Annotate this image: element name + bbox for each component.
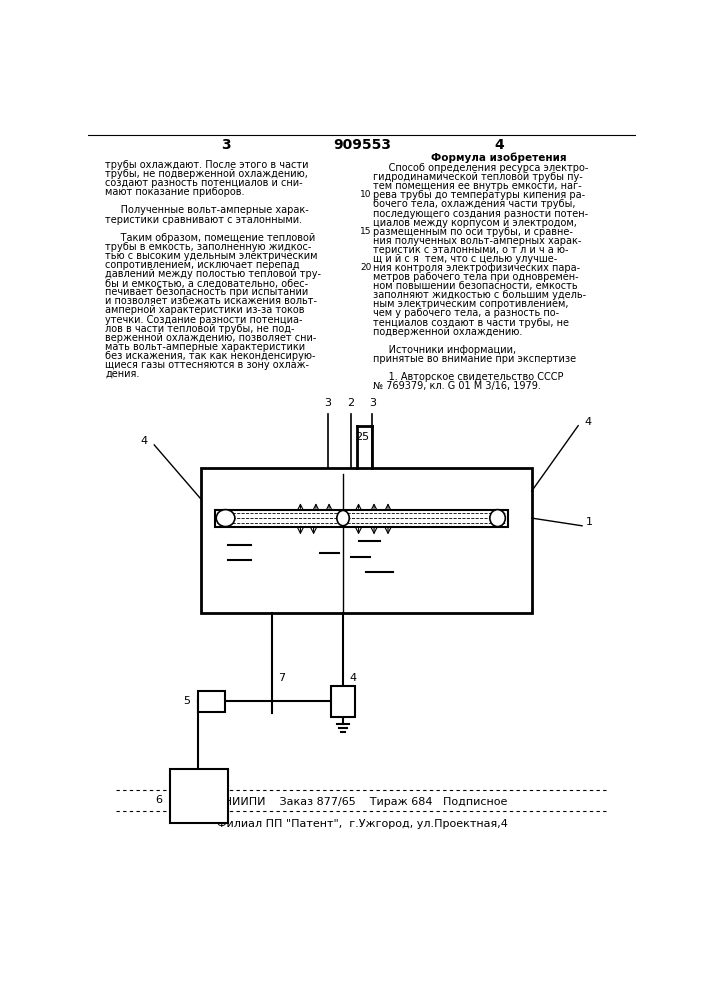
Text: ния полученных вольт-амперных харак-: ния полученных вольт-амперных харак- — [373, 236, 581, 246]
Ellipse shape — [216, 510, 235, 527]
Text: размещенным по оси трубы, и сравне-: размещенным по оси трубы, и сравне- — [373, 227, 573, 237]
Bar — [215, 510, 508, 527]
Text: верженной охлаждению, позволяет сни-: верженной охлаждению, позволяет сни- — [105, 333, 317, 343]
Ellipse shape — [337, 510, 349, 526]
Text: создают разность потенциалов и сни-: создают разность потенциалов и сни- — [105, 178, 303, 188]
Text: ным электрическим сопротивлением,: ным электрическим сопротивлением, — [373, 299, 568, 309]
Text: 4: 4 — [585, 417, 592, 427]
Text: тем помещения ее внутрь емкости, наг-: тем помещения ее внутрь емкости, наг- — [373, 181, 581, 191]
Text: амперной характеристики из-за токов: амперной характеристики из-за токов — [105, 305, 305, 315]
Text: трубы в емкость, заполненную жидкос-: трубы в емкость, заполненную жидкос- — [105, 242, 312, 252]
Bar — [201, 468, 532, 613]
Text: Филиал ПП "Патент",  г.Ужгород, ул.Проектная,4: Филиал ПП "Патент", г.Ужгород, ул.Проект… — [216, 819, 508, 829]
Text: чем у рабочего тела, а разность по-: чем у рабочего тела, а разность по- — [373, 308, 559, 318]
Text: 10: 10 — [360, 190, 372, 199]
Text: циалов между корпусом и электродом,: циалов между корпусом и электродом, — [373, 218, 577, 228]
Bar — [198, 691, 226, 712]
Text: гидродинамической тепловой трубы пу-: гидродинамической тепловой трубы пу- — [373, 172, 583, 182]
Text: 4: 4 — [141, 436, 148, 446]
Text: 6: 6 — [155, 795, 162, 805]
Text: трубы, не подверженной охлаждению,: трубы, не подверженной охлаждению, — [105, 169, 308, 179]
Text: давлений между полостью тепловой тру-: давлений между полостью тепловой тру- — [105, 269, 322, 279]
Text: 4: 4 — [349, 673, 356, 683]
Text: принятые во внимание при экспертизе: принятые во внимание при экспертизе — [373, 354, 576, 364]
Text: 3: 3 — [221, 138, 231, 152]
Text: последующего создания разности потен-: последующего создания разности потен- — [373, 209, 588, 219]
Text: 20: 20 — [360, 263, 371, 272]
Text: 3: 3 — [369, 398, 376, 408]
Text: щиеся газы оттесняются в зону охлаж-: щиеся газы оттесняются в зону охлаж- — [105, 360, 310, 370]
Text: Способ определения ресурса электро-: Способ определения ресурса электро- — [373, 163, 588, 173]
Text: утечки. Создание разности потенциа-: утечки. Создание разности потенциа- — [105, 315, 303, 325]
Text: 1. Авторское свидетельство СССР: 1. Авторское свидетельство СССР — [373, 372, 563, 382]
Text: ВНИИПИ    Заказ 877/65    Тираж 684   Подписное: ВНИИПИ Заказ 877/65 Тираж 684 Подписное — [216, 797, 508, 807]
Text: Полученные вольт-амперные харак-: Полученные вольт-амперные харак- — [105, 205, 309, 215]
Text: лов в части тепловой трубы, не под-: лов в части тепловой трубы, не под- — [105, 324, 295, 334]
Text: 3: 3 — [324, 398, 331, 408]
Text: 25: 25 — [355, 432, 369, 442]
Text: тенциалов создают в части трубы, не: тенциалов создают в части трубы, не — [373, 318, 569, 328]
Ellipse shape — [490, 510, 506, 527]
Text: щ и й с я  тем, что с целью улучше-: щ и й с я тем, что с целью улучше- — [373, 254, 557, 264]
Text: 7: 7 — [278, 673, 285, 683]
Text: метров рабочего тела при одновремен-: метров рабочего тела при одновремен- — [373, 272, 578, 282]
Text: без искажения, так как неконденсирую-: без искажения, так как неконденсирую- — [105, 351, 316, 361]
Text: 909553: 909553 — [333, 138, 391, 152]
Text: бы и емкостью, а следовательно, обес-: бы и емкостью, а следовательно, обес- — [105, 278, 308, 288]
Text: мают показание приборов.: мают показание приборов. — [105, 187, 245, 197]
Text: 15: 15 — [360, 227, 372, 236]
Text: 1: 1 — [586, 517, 593, 527]
Text: Таким образом, помещение тепловой: Таким образом, помещение тепловой — [105, 233, 315, 243]
Text: 5: 5 — [184, 696, 190, 706]
Text: печивает безопасность при испытании: печивает безопасность при испытании — [105, 287, 309, 297]
Bar — [170, 769, 228, 823]
Text: подверженной охлаждению.: подверженной охлаждению. — [373, 327, 522, 337]
Text: дения.: дения. — [105, 369, 140, 379]
Text: сопротивлением, исключает перепад: сопротивлением, исключает перепад — [105, 260, 300, 270]
Text: мать вольт-амперные характеристики: мать вольт-амперные характеристики — [105, 342, 305, 352]
Text: тью с высоким удельным электрическим: тью с высоким удельным электрическим — [105, 251, 318, 261]
Text: рева трубы до температуры кипения ра-: рева трубы до температуры кипения ра- — [373, 190, 585, 200]
Bar — [332, 686, 355, 717]
Text: ном повышении безопасности, емкость: ном повышении безопасности, емкость — [373, 281, 578, 291]
Text: заполняют жидкостью с большим удель-: заполняют жидкостью с большим удель- — [373, 290, 586, 300]
Text: и позволяет избежать искажения вольт-: и позволяет избежать искажения вольт- — [105, 296, 317, 306]
Text: Источники информации,: Источники информации, — [373, 345, 516, 355]
Text: Формула изобретения: Формула изобретения — [431, 152, 567, 163]
Text: 2: 2 — [347, 398, 354, 408]
Text: № 769379, кл. G 01 M 3/16, 1979.: № 769379, кл. G 01 M 3/16, 1979. — [373, 381, 541, 391]
Text: теристики сравнивают с эталонными.: теристики сравнивают с эталонными. — [105, 215, 303, 225]
Text: 4: 4 — [494, 138, 504, 152]
Text: бочего тела, охлаждения части трубы,: бочего тела, охлаждения части трубы, — [373, 199, 575, 209]
Text: трубы охлаждают. После этого в части: трубы охлаждают. После этого в части — [105, 160, 309, 170]
Text: ния контроля электрофизических пара-: ния контроля электрофизических пара- — [373, 263, 580, 273]
Text: теристик с эталонными, о т л и ч а ю-: теристик с эталонными, о т л и ч а ю- — [373, 245, 568, 255]
